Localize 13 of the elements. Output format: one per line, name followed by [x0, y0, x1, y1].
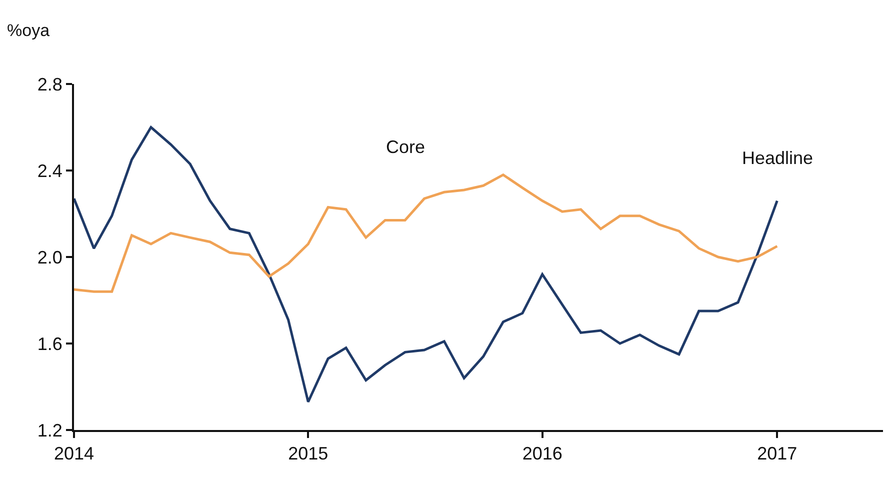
x-tick-label: 2015 — [288, 444, 328, 464]
y-tick-label: 1.2 — [37, 420, 62, 440]
y-tick-label: 2.4 — [37, 160, 62, 181]
x-tick-label: 2014 — [54, 444, 94, 464]
y-axis-title: %oya — [7, 21, 50, 40]
x-tick-label: 2016 — [522, 444, 562, 464]
text: Core — [386, 137, 426, 157]
text: Headline — [742, 148, 814, 168]
y-tick-label: 2.8 — [37, 74, 62, 94]
y-tick-label: 2.0 — [37, 247, 62, 268]
line-series — [74, 174, 778, 293]
x-tick-label: 2017 — [757, 444, 798, 464]
y-tick-label: 1.6 — [37, 334, 62, 354]
